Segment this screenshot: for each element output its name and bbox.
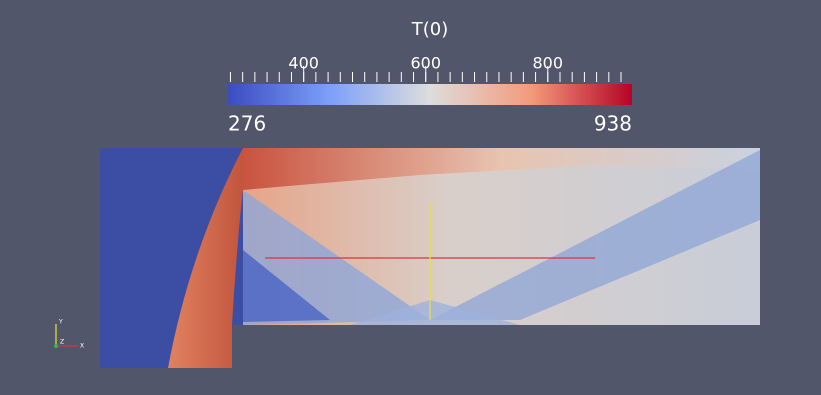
page: T(0) 276 938 Y Z X 400600800 (() => { co…: [0, 0, 821, 395]
step: [232, 325, 243, 368]
tick-label: 600: [410, 54, 441, 73]
range-min-label: 276: [228, 112, 266, 136]
tick-label: 800: [533, 54, 564, 73]
colorbar: [228, 84, 632, 105]
tick-label: 400: [288, 54, 319, 73]
colorbar-title: T(0): [411, 19, 449, 40]
x-axis-label: X: [80, 343, 84, 350]
render-view: T(0) 276 938 Y Z X 400 600 800: [0, 0, 821, 395]
y-axis-label: Y: [58, 319, 63, 326]
z-axis-arrow: [54, 344, 58, 348]
z-axis-label: Z: [60, 339, 64, 346]
range-max-label: 938: [594, 112, 632, 136]
